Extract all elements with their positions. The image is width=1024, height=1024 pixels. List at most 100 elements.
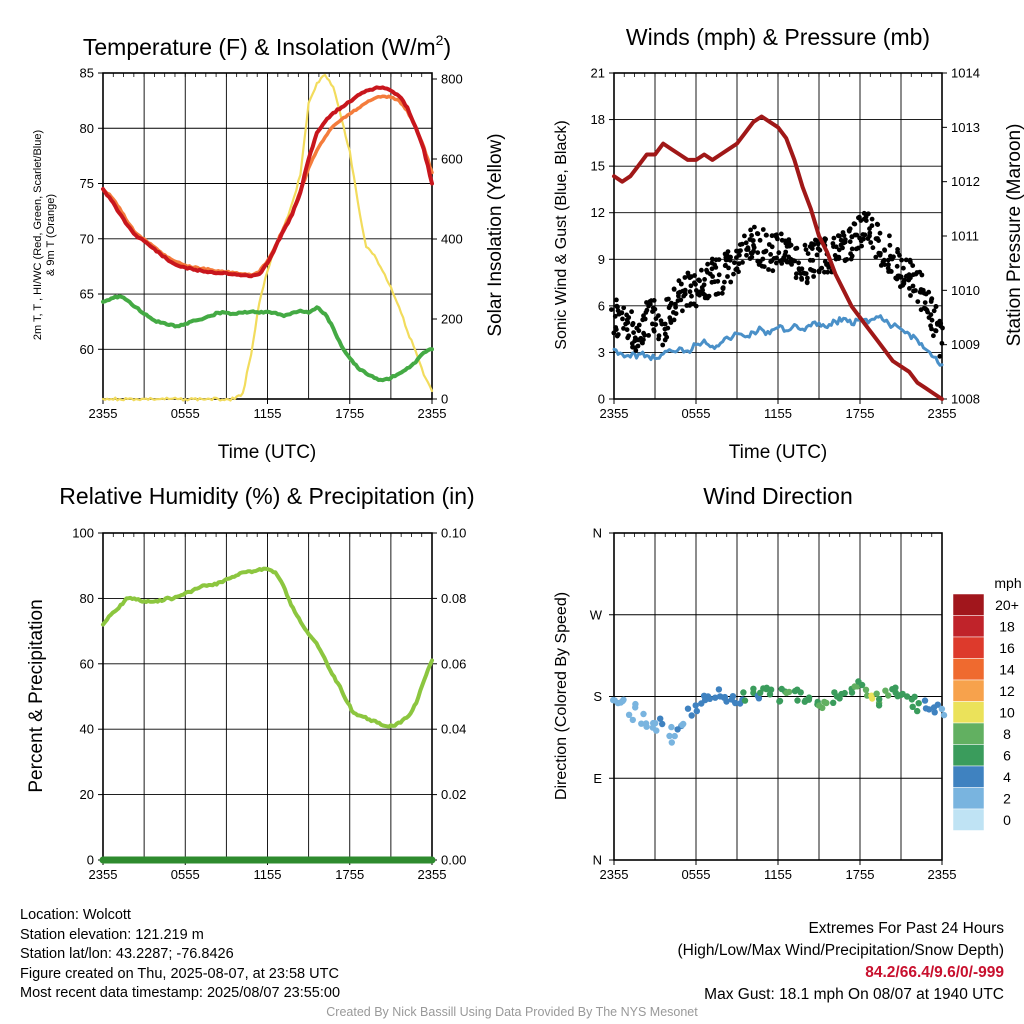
legend-swatch xyxy=(952,722,985,745)
direction-point xyxy=(659,720,666,728)
gust-point xyxy=(757,237,763,243)
temp-xtick-label: 2355 xyxy=(89,406,118,421)
gust-point xyxy=(701,282,707,288)
gust-point xyxy=(689,293,694,299)
gust-point xyxy=(933,304,939,309)
gust-point xyxy=(811,242,817,247)
direction-point xyxy=(897,691,905,698)
gust-point xyxy=(705,261,710,267)
gust-point xyxy=(624,312,629,318)
gust-point xyxy=(742,233,747,239)
legend-swatch xyxy=(952,636,985,659)
gust-point xyxy=(837,233,842,239)
gust-point xyxy=(920,287,926,293)
rh-right-ytick-label: 0.00 xyxy=(441,853,466,868)
gust-point xyxy=(642,316,648,322)
gust-point xyxy=(913,288,918,293)
rh-right-ytick-label: 0.04 xyxy=(441,722,466,737)
gust-point xyxy=(647,299,653,304)
gust-point xyxy=(774,255,779,261)
extremes-values: 84.2/66.4/9.6/0/-999 xyxy=(865,964,1004,981)
gust-point xyxy=(650,321,655,327)
gust-point xyxy=(760,256,766,262)
rh-axes: 2355 0555 1155 1755 23550204060801000.000.02… xyxy=(72,526,466,883)
gust-point xyxy=(840,230,846,235)
rh-left-ytick-label: 40 xyxy=(80,722,94,737)
gust-point xyxy=(831,235,837,241)
gust-point xyxy=(774,232,779,238)
dir-ytick-label: W xyxy=(590,607,603,622)
gust-point xyxy=(703,293,708,299)
gust-point xyxy=(908,275,913,281)
wind-left-ytick-label: 6 xyxy=(598,298,605,313)
direction-point xyxy=(885,692,892,699)
gust-point xyxy=(687,289,693,295)
dewpoint-line xyxy=(101,294,434,383)
direction-point xyxy=(815,702,823,709)
temp-left-ytick-label: 60 xyxy=(80,342,94,357)
direction-point xyxy=(666,732,673,740)
gust-point xyxy=(699,267,704,273)
direction-point xyxy=(692,702,699,709)
direction-point xyxy=(838,690,845,698)
gust-point xyxy=(894,263,900,269)
gust-point xyxy=(678,297,684,303)
gust-point xyxy=(908,293,913,298)
temp-right-ytick-label: 800 xyxy=(441,72,463,87)
gust-point xyxy=(792,258,797,264)
gust-point xyxy=(804,279,810,285)
legend-swatch xyxy=(952,701,985,724)
gust-point xyxy=(778,231,784,237)
temp-right-ytick-label: 600 xyxy=(441,152,463,167)
temp-left-ylabel2: & 9m T (Orange) xyxy=(45,194,57,276)
direction-point xyxy=(875,702,883,709)
gust-point xyxy=(854,232,860,238)
gust-point xyxy=(799,277,805,282)
direction-point xyxy=(629,716,636,724)
rh-xtick-label: 0555 xyxy=(171,867,200,882)
gust-point xyxy=(939,340,945,346)
direction-point xyxy=(882,687,889,694)
gust-point xyxy=(877,230,883,236)
rh-title: Relative Humidity (%) & Precipitation (i… xyxy=(59,483,474,509)
legend-swatch xyxy=(952,765,985,788)
gust-point xyxy=(929,326,934,332)
temp-right-ytick-label: 0 xyxy=(441,392,448,407)
legend-swatch xyxy=(952,744,985,767)
gust-point xyxy=(766,242,772,247)
legend-label: 0 xyxy=(1003,812,1011,828)
gust-point xyxy=(736,261,742,267)
legend-label: 16 xyxy=(999,640,1015,656)
dir-left-ylabel: Direction (Colored By Speed) xyxy=(553,592,570,800)
gust-point xyxy=(692,273,697,278)
station-info: Location: Wolcott Station elevation: 121… xyxy=(20,906,340,1004)
gust-point xyxy=(852,221,858,227)
gust-point xyxy=(808,267,813,272)
gust-point xyxy=(626,333,632,339)
gust-point xyxy=(832,253,838,258)
dir-ytick-label: S xyxy=(593,689,602,704)
temp-xtick-label: 1155 xyxy=(254,406,282,421)
gust-point xyxy=(915,299,921,304)
gust-point xyxy=(760,227,766,232)
gust-point xyxy=(817,247,823,253)
direction-point xyxy=(712,694,719,701)
gust-point xyxy=(716,272,722,278)
gust-point xyxy=(849,246,855,252)
gust-point xyxy=(913,271,919,277)
gust-point xyxy=(926,289,932,295)
gust-point xyxy=(710,274,715,279)
direction-point xyxy=(653,727,660,734)
rh-left-ytick-label: 60 xyxy=(80,656,94,671)
temp-left-ytick-label: 75 xyxy=(80,176,94,191)
wind-xtick-label: 0555 xyxy=(682,406,711,421)
recent-text: Most recent data timestamp: 2025/08/07 2… xyxy=(20,985,341,1001)
wind-xtick-label: 2355 xyxy=(928,406,957,421)
gust-point xyxy=(866,211,871,217)
solar-line xyxy=(101,73,434,402)
direction-point xyxy=(921,697,929,704)
gust-point xyxy=(725,249,731,255)
gust-point xyxy=(642,332,648,338)
wind-left-ytick-label: 15 xyxy=(591,159,605,174)
